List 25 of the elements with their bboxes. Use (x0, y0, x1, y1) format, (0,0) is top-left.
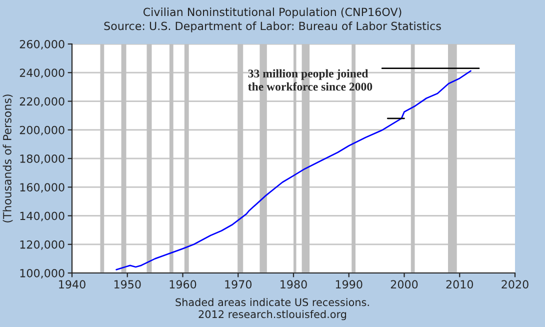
annotation: 33 million people joined the workforce since 2000 (248, 69, 372, 91)
y-tick-label: 200,000 (20, 126, 64, 136)
y-tick-label: 100,000 (20, 268, 64, 279)
text: 2012 research.stlouisfed.org (198, 310, 346, 320)
x-tick-label: 1950 (114, 280, 141, 289)
x-tick-label: 2000 (390, 280, 418, 289)
y-tick-label: 160,000 (20, 183, 64, 193)
y-axis-title: (Thousands of Persons) (2, 94, 13, 222)
x-tick-label: 1970 (225, 280, 252, 289)
x-tick-label: 2010 (446, 280, 474, 289)
text: Shaded areas indicate US recessions. (176, 298, 369, 306)
x-tick-label: 2020 (502, 280, 528, 289)
y-tick-label: 220,000 (20, 97, 64, 107)
y-tick-label: 140,000 (20, 212, 64, 222)
chart-subtitle: Source: U.S. Department of Labor: Bureau of Labor Statistics (104, 22, 441, 32)
x-tick-label: 1960 (170, 280, 196, 289)
y-tick-label: 260,000 (20, 40, 64, 50)
y-tick-label: 240,000 (20, 68, 64, 78)
x-tick-label: 1980 (280, 280, 307, 289)
chart-title: Civilian Noninstitutional Population (CNP16OV) (143, 8, 402, 18)
line-series (116, 70, 472, 270)
x-tick-label: 1940 (59, 280, 86, 289)
x-tick-label: 1990 (336, 280, 362, 289)
y-tick-label: 180,000 (20, 154, 64, 164)
y-tick-label: 120,000 (20, 240, 64, 250)
